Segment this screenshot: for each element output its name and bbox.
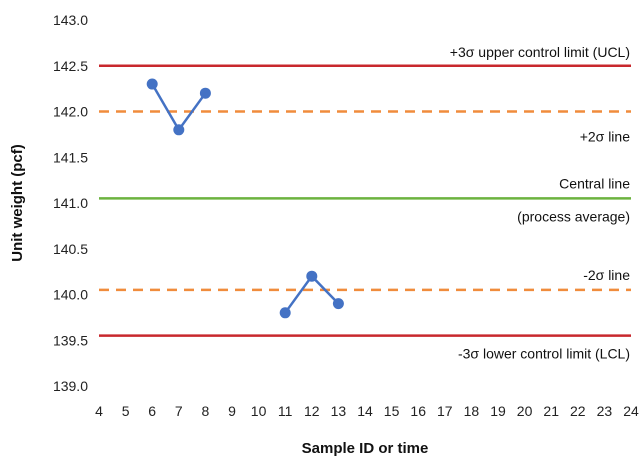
- reference-line-label-plus2: +2σ line: [580, 129, 630, 145]
- y-tick-label: 141.5: [53, 149, 88, 165]
- y-tick-label: 139.0: [53, 378, 88, 394]
- x-tick-label: 5: [122, 403, 130, 419]
- y-tick-label: 143.0: [53, 12, 88, 28]
- x-tick-label: 15: [384, 403, 400, 419]
- y-axis-title: Unit weight (pcf): [9, 144, 26, 261]
- data-point: [279, 307, 291, 319]
- x-tick-label: 14: [357, 403, 373, 419]
- x-tick-label: 4: [95, 403, 103, 419]
- reference-line-label-ucl: +3σ upper control limit (UCL): [450, 44, 630, 60]
- y-tick-label: 142.0: [53, 104, 88, 120]
- y-tick-label: 141.0: [53, 195, 88, 211]
- data-point: [332, 298, 344, 310]
- x-tick-label: 22: [570, 403, 586, 419]
- x-tick-label: 12: [304, 403, 320, 419]
- reference-lines: [99, 64, 631, 337]
- x-tick-label: 20: [517, 403, 533, 419]
- data-point: [199, 87, 211, 99]
- x-tick-label: 24: [623, 403, 639, 419]
- x-tick-label: 16: [410, 403, 426, 419]
- reference-line-label-lcl: -3σ lower control limit (LCL): [458, 346, 630, 362]
- data-point: [306, 270, 318, 282]
- y-tick-label: 142.5: [53, 58, 88, 74]
- x-tick-label: 21: [543, 403, 559, 419]
- y-tick-label: 139.5: [53, 332, 88, 348]
- data-series: [146, 78, 344, 319]
- reference-line-labels: +3σ upper control limit (UCL) +2σ line Cen…: [450, 44, 630, 362]
- x-axis-title: Sample ID or time: [302, 440, 429, 457]
- x-tick-label: 8: [202, 403, 210, 419]
- x-tick-label: 13: [331, 403, 347, 419]
- reference-line-label-center: Central line: [559, 175, 630, 191]
- data-point: [146, 78, 158, 90]
- x-tick-label: 6: [148, 403, 156, 419]
- x-tick-label: 7: [175, 403, 183, 419]
- axes: 4 5 6 7 8 9 10 11 12 13 14 15 16 17 18 19 20 21 22 23 24 139.…: [53, 12, 639, 419]
- x-tick-label: 10: [251, 403, 267, 419]
- reference-line-label-minus2: -2σ line: [583, 267, 630, 283]
- x-tick-label: 9: [228, 403, 236, 419]
- x-tick-label: 17: [437, 403, 453, 419]
- x-tick-label: 19: [490, 403, 506, 419]
- x-tick-label: 11: [278, 403, 293, 419]
- y-tick-label: 140.0: [53, 287, 88, 303]
- x-tick-label: 23: [597, 403, 613, 419]
- y-tick-label: 140.5: [53, 241, 88, 257]
- x-tick-label: 18: [464, 403, 480, 419]
- reference-line-label-center: (process average): [517, 208, 630, 224]
- data-point: [173, 124, 185, 136]
- series-line: [151, 83, 207, 133]
